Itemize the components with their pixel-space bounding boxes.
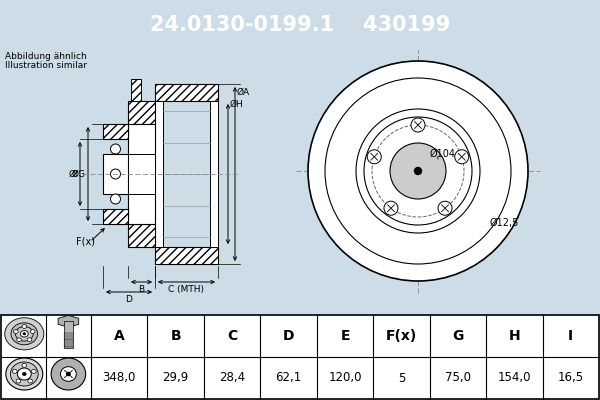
Text: Ø104: Ø104 xyxy=(430,149,456,159)
Circle shape xyxy=(438,201,452,215)
Circle shape xyxy=(16,326,33,341)
Circle shape xyxy=(14,330,18,334)
Circle shape xyxy=(61,367,76,381)
Circle shape xyxy=(20,330,28,337)
Circle shape xyxy=(22,363,26,367)
Circle shape xyxy=(16,379,21,383)
Text: 28,4: 28,4 xyxy=(219,372,245,384)
Text: C (MTH): C (MTH) xyxy=(169,285,205,294)
Circle shape xyxy=(415,168,421,174)
Bar xyxy=(64,321,73,348)
Circle shape xyxy=(110,144,121,154)
Text: F(x): F(x) xyxy=(386,329,417,343)
Circle shape xyxy=(22,324,26,328)
Circle shape xyxy=(27,338,32,342)
Text: Ate: Ate xyxy=(404,216,461,246)
Bar xyxy=(210,101,218,247)
Text: C: C xyxy=(227,329,237,343)
Circle shape xyxy=(308,61,528,281)
Text: I: I xyxy=(568,329,574,343)
Circle shape xyxy=(13,369,17,373)
Text: D: D xyxy=(283,329,295,343)
Bar xyxy=(103,124,128,139)
Circle shape xyxy=(110,194,121,204)
Text: E: E xyxy=(340,329,350,343)
Text: 154,0: 154,0 xyxy=(497,372,531,384)
Bar xyxy=(155,247,218,264)
Circle shape xyxy=(51,358,86,390)
Text: B: B xyxy=(170,329,181,343)
Text: ØE: ØE xyxy=(137,170,149,178)
Circle shape xyxy=(17,338,22,342)
Circle shape xyxy=(22,372,26,376)
Circle shape xyxy=(28,379,32,383)
Bar xyxy=(128,154,155,194)
Text: 62,1: 62,1 xyxy=(275,372,302,384)
Circle shape xyxy=(31,330,35,334)
Circle shape xyxy=(455,150,469,164)
Circle shape xyxy=(6,358,43,390)
Text: F(x): F(x) xyxy=(76,237,95,247)
Bar xyxy=(103,154,128,194)
Circle shape xyxy=(11,323,38,345)
Text: D: D xyxy=(125,295,133,304)
Circle shape xyxy=(390,143,446,199)
Text: 24.0130-0199.1    430199: 24.0130-0199.1 430199 xyxy=(150,15,450,35)
Circle shape xyxy=(23,333,26,335)
Text: Ø12,5: Ø12,5 xyxy=(490,218,520,228)
Bar xyxy=(128,101,155,124)
Text: ØA: ØA xyxy=(237,88,250,96)
Circle shape xyxy=(17,368,31,380)
Text: 29,9: 29,9 xyxy=(163,372,189,384)
Bar xyxy=(95,78,230,276)
Text: B: B xyxy=(139,285,145,294)
Circle shape xyxy=(367,150,381,164)
Text: 5: 5 xyxy=(398,372,405,384)
Bar xyxy=(163,101,210,247)
Text: A: A xyxy=(114,329,125,343)
Circle shape xyxy=(110,169,121,179)
Circle shape xyxy=(384,201,398,215)
Bar xyxy=(103,209,128,224)
Circle shape xyxy=(67,372,70,376)
Text: 348,0: 348,0 xyxy=(103,372,136,384)
Bar xyxy=(131,79,141,101)
Text: 75,0: 75,0 xyxy=(445,372,471,384)
Text: 16,5: 16,5 xyxy=(558,372,584,384)
Text: Illustration similar: Illustration similar xyxy=(5,61,87,70)
Text: Abbildung ähnlich: Abbildung ähnlich xyxy=(5,52,87,61)
Text: H: H xyxy=(509,329,520,343)
Text: G: G xyxy=(452,329,464,343)
Text: ØG: ØG xyxy=(72,170,86,178)
Circle shape xyxy=(32,369,36,373)
Circle shape xyxy=(411,118,425,132)
Circle shape xyxy=(5,318,44,350)
Text: ØI: ØI xyxy=(68,170,78,178)
Circle shape xyxy=(10,362,38,386)
Bar xyxy=(128,224,155,247)
Text: 120,0: 120,0 xyxy=(328,372,362,384)
Bar xyxy=(155,84,218,101)
Text: ØH: ØH xyxy=(230,100,244,108)
Bar xyxy=(155,101,163,247)
Bar xyxy=(128,124,155,224)
